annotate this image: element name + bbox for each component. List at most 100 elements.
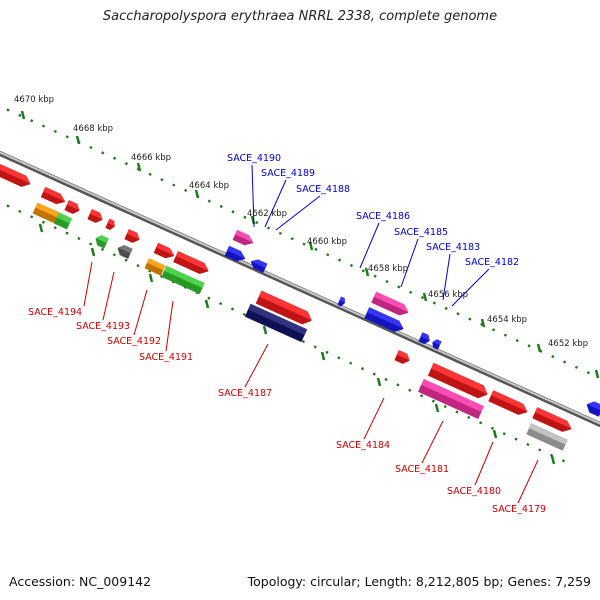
tick-dot [18,113,22,117]
top-gene-label: SACE_4186 [356,211,410,222]
major-tick [38,223,44,233]
tick-dot [491,328,496,332]
tick-dot [290,237,294,241]
tick-dot [337,356,341,360]
gene-shine [175,251,209,271]
gene-block-red [255,290,312,325]
kbp-label: 4670 kbp [14,95,54,105]
gene-shine [147,258,166,271]
tick-dot [338,258,342,262]
bottom-gene-label: SACE_4179 [492,504,546,515]
tick-dot [551,355,555,359]
gene-shine [491,390,528,412]
top-leader-line [251,164,255,228]
gene-face [421,379,484,412]
bottom-leader-line [102,271,115,321]
tick-dot [502,432,506,436]
tick-dot [563,360,567,364]
tick-dot [77,236,81,241]
tick-dot [396,383,400,387]
major-tick [434,403,440,413]
gene-face [35,202,60,218]
gene-shine [164,265,205,289]
tick-dot [41,124,46,128]
gene-face [164,265,205,289]
gene-block-gray [117,245,133,259]
gene-shine [235,229,254,243]
gene-block-magenta [232,229,254,246]
bottom-leader-line [474,441,494,486]
kbp-labels: 4670 kbp 4668 kbp 4666 kbp 4664 kbp 4662 kbp… [14,95,588,349]
gene-shine [373,291,409,313]
gene-face [491,390,528,412]
tick-dot [89,242,93,246]
top-leader-line [442,253,451,301]
tick-dot [420,296,425,300]
gene-shine [420,332,430,341]
tick-dot [243,215,247,219]
tick-dot [503,333,507,337]
gene-face [248,303,308,336]
tick-dot [302,242,306,246]
major-tick [194,189,200,199]
major-tick [148,273,154,283]
bottom-gene-label: SACE_4180 [447,486,501,497]
tick-dot [53,226,57,230]
gene-block-red [427,362,488,399]
tick-dot [30,215,34,219]
tick-dot [172,183,176,187]
gene-block-red [87,209,103,223]
major-tick [90,247,96,257]
gene-shine [421,379,484,412]
gene-face [147,258,166,271]
gene-block-red [173,251,209,274]
gene-block-blue [250,259,268,273]
kbp-label: 4666 kbp [131,153,171,163]
top-gene-labels: SACE_4190 SACE_4189 SACE_4188 SACE_4186 SACE… [227,153,519,307]
gene-block-green [95,235,109,249]
bottom-leader-line [363,397,385,440]
gene-face [89,209,103,220]
gene-face [258,290,312,321]
bottom-gene-label: SACE_4184 [336,440,390,451]
tick-dot [397,285,401,289]
top-gene-label: SACE_4183 [426,242,480,253]
major-tick [364,267,370,277]
kbp-label: 4658 kbp [368,264,408,274]
gene-shine [95,235,109,243]
tick-dot [443,404,447,409]
gene-block-blue [224,245,246,262]
major-tick [320,351,326,361]
gene-face [227,245,246,259]
tick-dot [100,247,105,251]
tick-dot [385,279,389,284]
top-gene-label: SACE_4182 [465,257,519,268]
tick-dot [207,199,211,203]
gene-shine [126,229,140,240]
major-tick [308,241,314,251]
bottom-leader-line [517,459,539,504]
gene-shine [529,423,568,445]
bottom-leader-line [133,289,148,336]
gene-face [373,291,409,313]
bottom-leader-line [244,343,269,388]
major-tick [536,343,542,353]
tick-dot [124,162,129,166]
tick-dot [65,231,69,235]
major-tick [204,299,210,309]
kbp-label: 4656 kbp [428,290,468,300]
gene-shine [535,407,572,429]
tick-dot [219,204,223,209]
tick-dot [349,361,353,365]
gene-block-green [161,265,205,295]
gene-face [250,259,268,268]
gene-face [156,242,175,256]
gene-shine [432,339,442,346]
gene-block-red [532,407,572,432]
tick-dot [586,371,590,375]
bottom-gene-label: SACE_4191 [139,352,193,363]
gene-shine [396,350,410,361]
tick-dot [561,459,565,463]
